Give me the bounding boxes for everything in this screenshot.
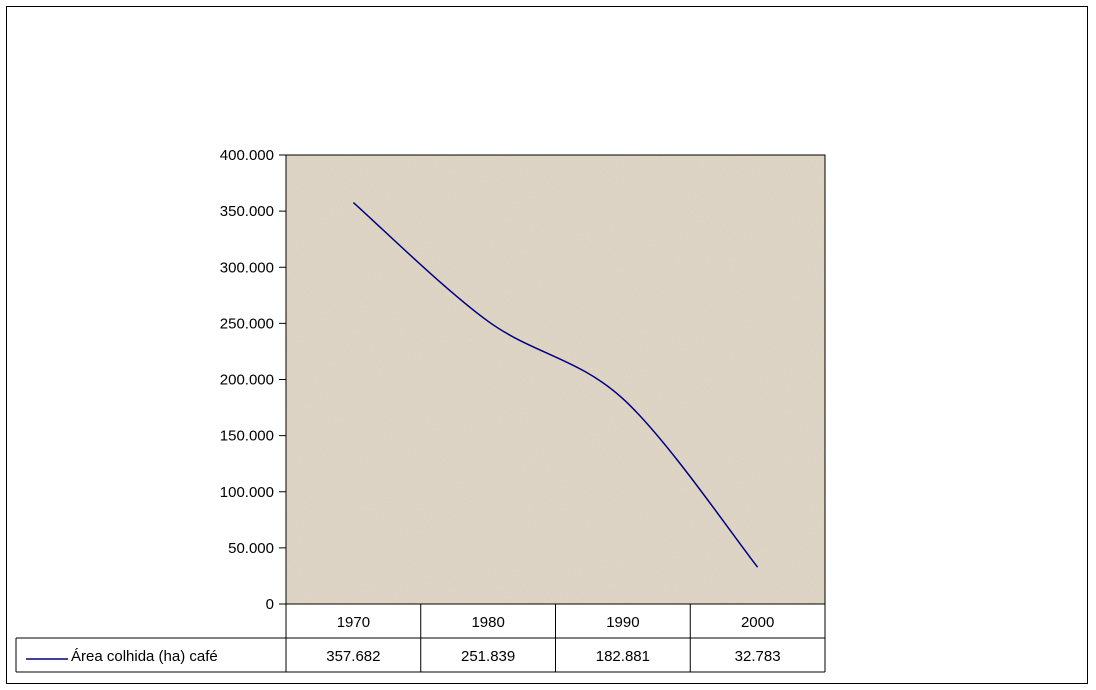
y-tick-label: 200.000 [220,372,274,389]
y-tick-label: 400.000 [220,147,274,164]
y-tick-label: 350.000 [220,203,274,220]
y-tick-label: 150.000 [220,428,274,445]
y-tick-label: 250.000 [220,315,274,332]
category-label: 1970 [337,614,370,631]
category-label: 1990 [606,614,639,631]
y-tick-label: 0 [266,596,274,613]
plot-area-texture [286,155,825,604]
data-table-value: 251.839 [461,648,515,665]
series-line [352,201,759,568]
data-table-value: 357.682 [326,648,380,665]
y-tick-label: 300.000 [220,259,274,276]
y-tick-label: 50.000 [228,540,274,557]
category-label: 2000 [741,614,774,631]
data-table-value: 32.783 [735,648,781,665]
data-table-value: 182.881 [596,648,650,665]
y-tick-label: 100.000 [220,484,274,501]
legend-series-name: Área colhida (ha) café [71,648,218,665]
category-label: 1980 [471,614,504,631]
